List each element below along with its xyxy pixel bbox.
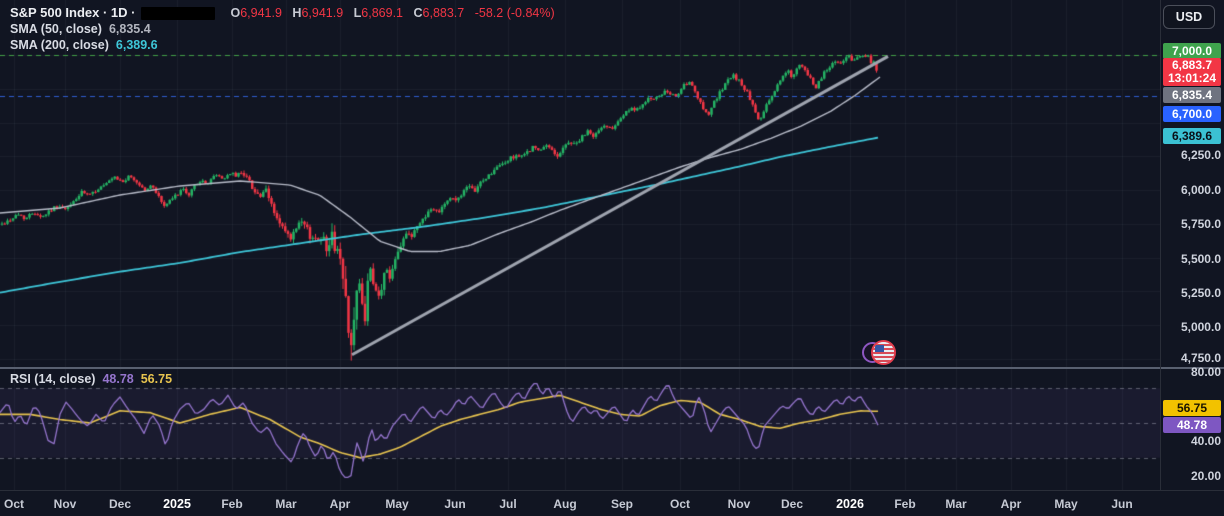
time-tick-month: Nov <box>53 497 77 511</box>
price-tick-label: 6,000.0 <box>1180 183 1221 197</box>
close-label: C <box>413 6 423 20</box>
sma200-axis-label: 6,389.6 <box>1163 128 1221 144</box>
rsi-axis-label: 48.78 <box>1163 417 1221 433</box>
time-tick-month: Mar <box>275 497 297 511</box>
time-tick-month: Nov <box>727 497 751 511</box>
time-tick-month: Mar <box>945 497 967 511</box>
time-tick-month: Oct <box>669 497 691 511</box>
sma50-value: 6,835.4 <box>108 22 151 36</box>
time-tick-month: Feb <box>894 497 916 511</box>
redacted-exchange-label <box>141 6 216 20</box>
current-price-label: 6,883.7 13:01:24 <box>1163 58 1221 86</box>
change-value: -58.2 (-0.84%) <box>474 6 555 20</box>
time-tick-year: 2026 <box>836 497 864 511</box>
rsi-ma-value: 56.75 <box>140 372 173 386</box>
time-tick-month: Sep <box>610 497 634 511</box>
rsi-legend-row[interactable]: RSI (14, close) 48.78 56.75 <box>10 372 172 386</box>
rsi-ma-axis-label: 56.75 <box>1163 400 1221 416</box>
price-tick-label: 40.00 <box>1190 434 1221 448</box>
time-tick-month: Dec <box>780 497 804 511</box>
close-value: 6,883.7 <box>422 6 465 20</box>
time-tick-month: Dec <box>108 497 132 511</box>
price-tick-label: 5,500.0 <box>1180 252 1221 266</box>
price-tick-label: 80.00 <box>1190 365 1221 379</box>
time-tick-month: Apr <box>1000 497 1022 511</box>
level-6700-label: 6,700.0 <box>1163 106 1221 122</box>
high-label: H <box>292 6 302 20</box>
rsi-value: 48.78 <box>102 372 134 386</box>
high-value: 6,941.9 <box>301 6 344 20</box>
price-tick-label: 5,250.0 <box>1180 286 1221 300</box>
low-value: 6,869.1 <box>361 6 404 20</box>
us-flag-canton <box>875 345 884 352</box>
symbol-legend-row[interactable]: S&P 500 Index · 1D · O6,941.9 H6,941.9 L… <box>10 5 555 21</box>
currency-toggle-button[interactable]: USD <box>1163 5 1215 29</box>
time-axis[interactable]: Oct Nov Dec 2025 Feb Mar Apr May Jun Jul Aug Sep Oct… <box>0 490 1224 516</box>
symbol-title[interactable]: S&P 500 Index · 1D · <box>10 5 136 20</box>
price-axis[interactable]: 6,250.0 6,000.0 5,750.0 5,500.0 5,250.0 5,000… <box>1160 0 1224 490</box>
sma50-axis-label: 6,835.4 <box>1163 87 1221 103</box>
price-tick-label: 5,750.0 <box>1180 217 1221 231</box>
pane-separator[interactable] <box>0 367 1224 369</box>
sma50-legend-row[interactable]: SMA (50, close) 6,835.4 <box>10 21 555 37</box>
time-tick-month: May <box>385 497 409 511</box>
time-tick-month: Feb <box>221 497 243 511</box>
time-tick-year: 2025 <box>163 497 191 511</box>
sma200-legend-row[interactable]: SMA (200, close) 6,389.6 <box>10 37 555 53</box>
sma50-label: SMA (50, close) <box>10 22 102 36</box>
level-7000-label: 7,000.0 <box>1163 43 1221 59</box>
time-tick-month: Aug <box>553 497 577 511</box>
chart-legend: S&P 500 Index · 1D · O6,941.9 H6,941.9 L… <box>10 5 555 53</box>
rsi-label: RSI (14, close) <box>10 372 96 386</box>
time-tick-month: Apr <box>329 497 351 511</box>
time-tick-month: May <box>1054 497 1078 511</box>
price-tick-label: 20.00 <box>1190 469 1221 483</box>
open-label: O <box>230 6 241 20</box>
price-tick-label: 5,000.0 <box>1180 320 1221 334</box>
sma200-label: SMA (200, close) <box>10 38 109 52</box>
us-flag-event-icon[interactable] <box>871 340 896 365</box>
open-value: 6,941.9 <box>240 6 282 20</box>
ohlc-values: O6,941.9 H6,941.9 L6,869.1 C6,883.7 -58.… <box>223 5 554 21</box>
time-tick-month: Jun <box>444 497 466 511</box>
time-tick-month: Jul <box>499 497 517 511</box>
price-tick-label: 4,750.0 <box>1180 351 1221 365</box>
price-tick-label: 6,250.0 <box>1180 148 1221 162</box>
low-label: L <box>353 6 362 20</box>
time-tick-month: Oct <box>3 497 25 511</box>
time-tick-month: Jun <box>1111 497 1133 511</box>
sma200-value: 6,389.6 <box>115 38 158 52</box>
chart-plot-area[interactable] <box>0 0 1160 490</box>
